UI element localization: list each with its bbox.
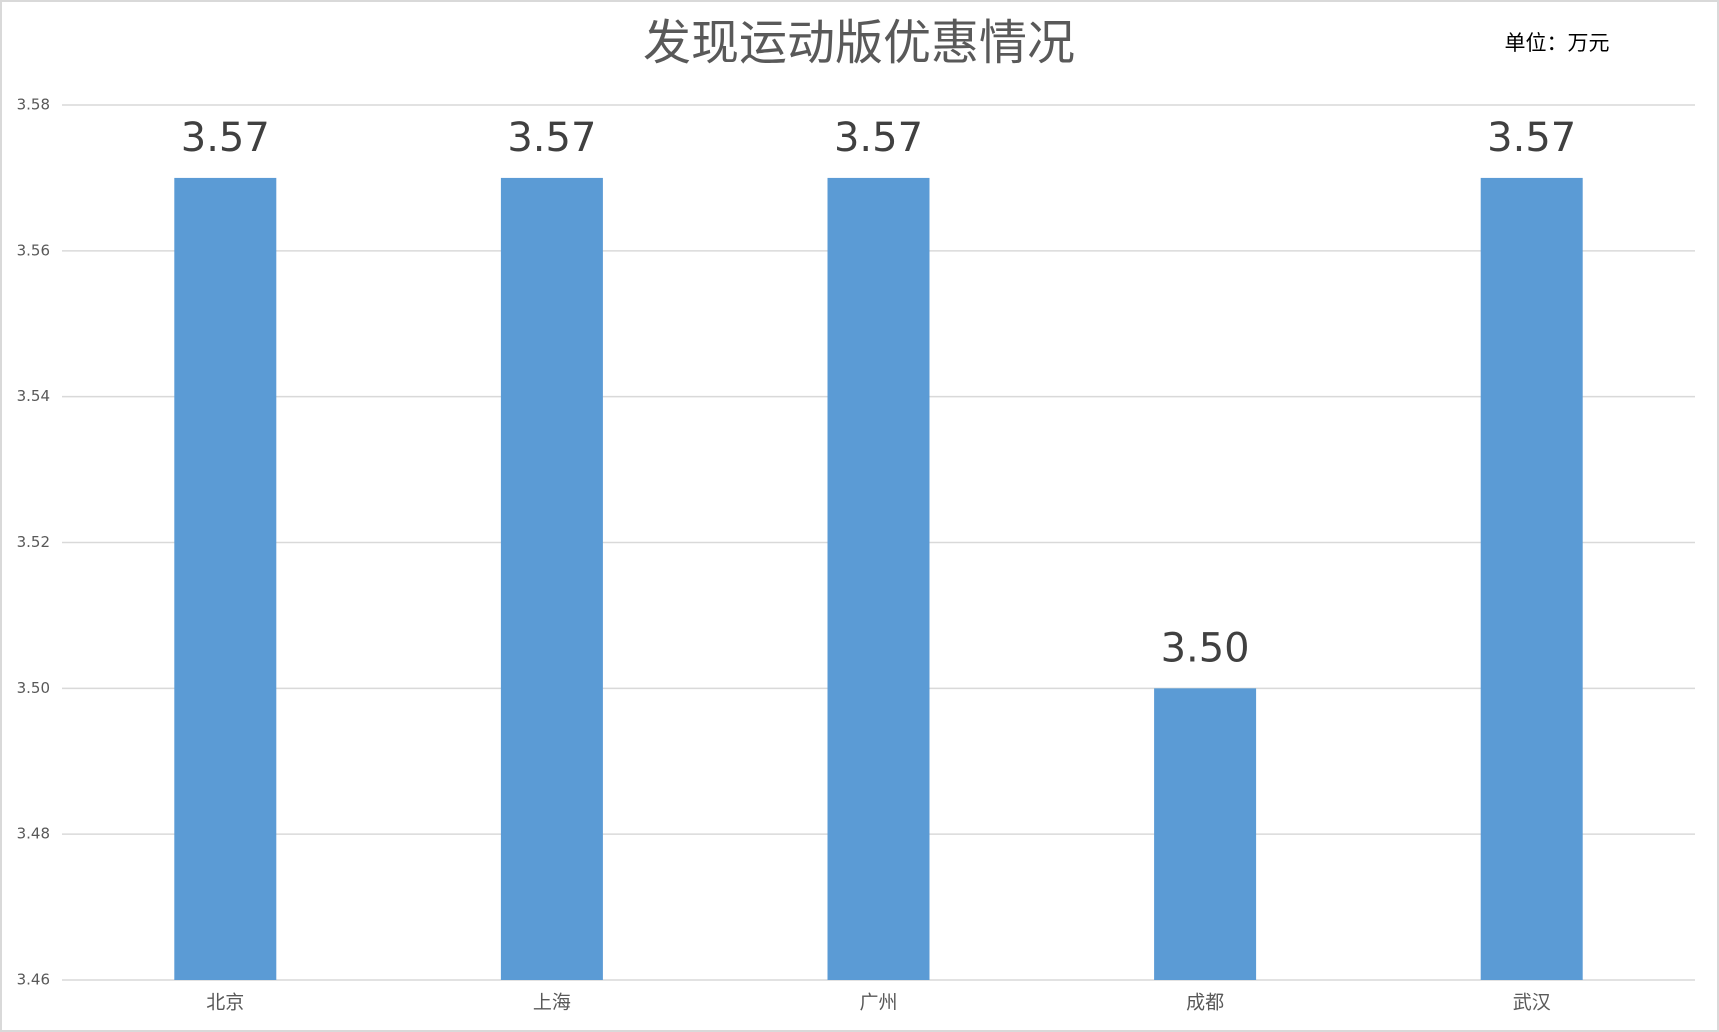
y-tick-label: 3.56 — [17, 241, 50, 259]
data-label: 3.50 — [1161, 625, 1250, 671]
data-label: 3.57 — [834, 115, 923, 161]
bar — [174, 177, 277, 980]
x-tick-label: 上海 — [533, 992, 571, 1014]
data-label: 3.57 — [507, 115, 596, 161]
x-tick-label: 广州 — [859, 992, 897, 1014]
unit-annotation: 单位：万元 — [1505, 31, 1610, 55]
bar — [1480, 177, 1583, 980]
x-tick-label: 武汉 — [1513, 992, 1551, 1014]
y-tick-label: 3.50 — [17, 679, 50, 697]
y-tick-label: 3.58 — [17, 96, 50, 114]
y-tick-label: 3.54 — [17, 387, 50, 405]
data-label: 3.57 — [1487, 115, 1576, 161]
bar — [500, 177, 603, 980]
chart-title: 发现运动版优惠情况 — [643, 15, 1075, 71]
bar — [1154, 688, 1257, 980]
y-tick-label: 3.46 — [17, 971, 50, 989]
x-tick-label: 北京 — [206, 992, 244, 1014]
y-tick-label: 3.52 — [17, 533, 50, 551]
data-label: 3.57 — [181, 115, 270, 161]
y-tick-label: 3.48 — [17, 825, 50, 843]
bar — [827, 177, 930, 980]
x-tick-label: 成都 — [1186, 992, 1224, 1014]
